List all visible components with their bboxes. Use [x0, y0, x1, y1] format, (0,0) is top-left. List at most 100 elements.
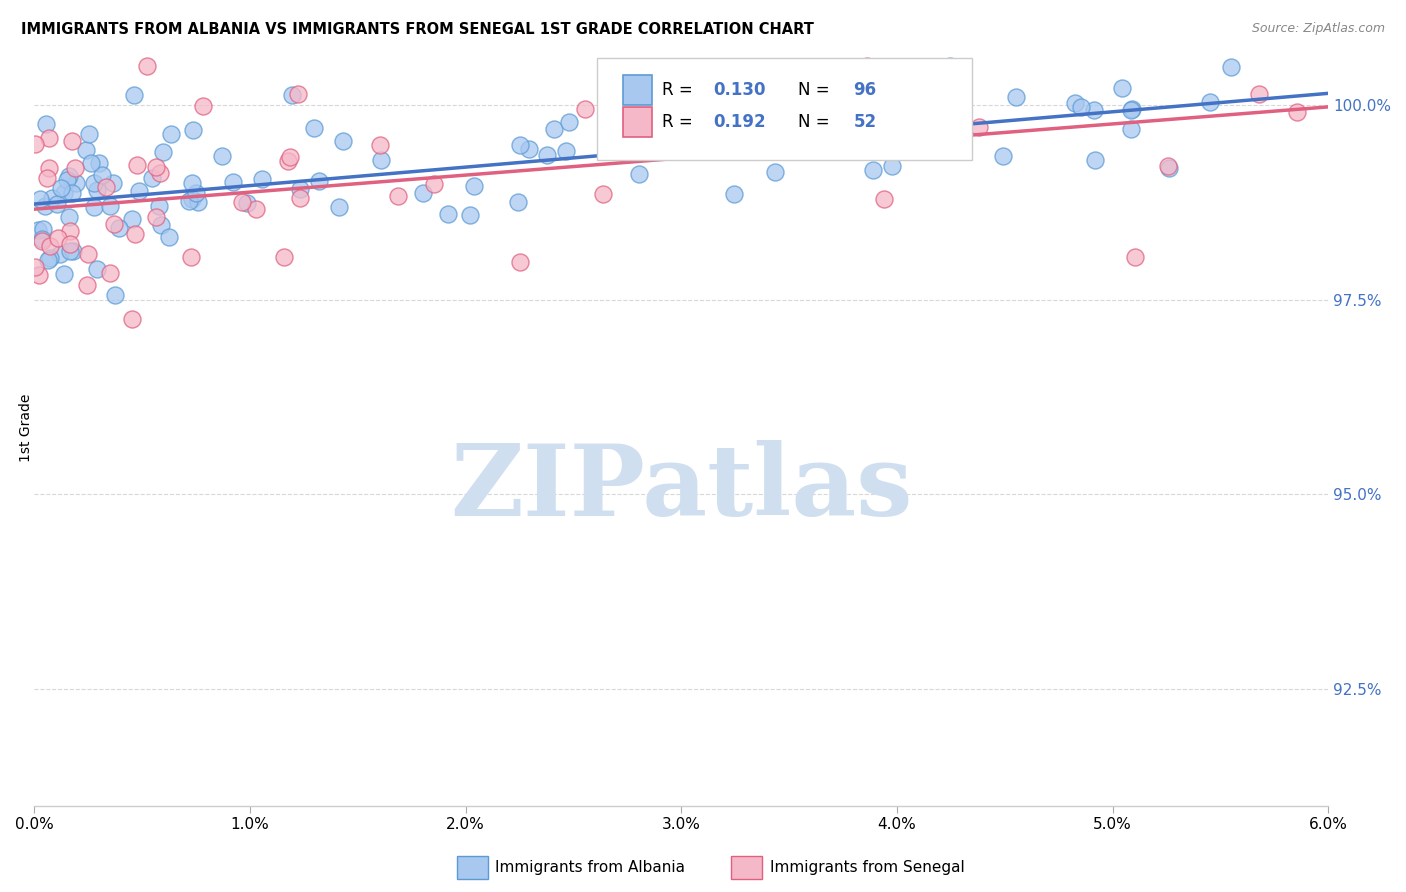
Text: 96: 96: [853, 81, 876, 99]
Text: Immigrants from Albania: Immigrants from Albania: [495, 861, 685, 875]
Point: [328, 200, 350, 214]
Point: [38, 239, 60, 253]
Point: [880, 86, 903, 100]
Text: Immigrants from Senegal: Immigrants from Senegal: [770, 861, 966, 875]
Point: [993, 149, 1015, 163]
Point: [332, 134, 354, 148]
Point: [856, 59, 879, 73]
Point: [52, 186, 75, 200]
Point: [45, 197, 67, 211]
Point: [27, 223, 49, 237]
Text: Source: ZipAtlas.com: Source: ZipAtlas.com: [1251, 22, 1385, 36]
Point: [31, 222, 53, 236]
Point: [98, 266, 121, 280]
Point: [281, 87, 304, 102]
Point: [1004, 90, 1026, 104]
Point: [1070, 100, 1092, 114]
Point: [103, 217, 125, 231]
Point: [28, 268, 51, 282]
Point: [121, 312, 143, 326]
Point: [1157, 160, 1180, 174]
Point: [181, 122, 204, 136]
Point: [509, 138, 531, 153]
Point: [87, 156, 110, 170]
Point: [770, 130, 793, 145]
Point: [1121, 102, 1143, 116]
Point: [1199, 95, 1222, 110]
Bar: [623, 107, 651, 137]
Point: [938, 59, 960, 73]
Point: [1119, 122, 1142, 136]
Point: [626, 125, 648, 139]
Point: [128, 184, 150, 198]
Text: ZIPatlas: ZIPatlas: [450, 440, 912, 537]
Point: [38, 131, 60, 145]
Point: [437, 207, 460, 221]
Point: [121, 211, 143, 226]
Point: [35, 171, 58, 186]
Point: [626, 118, 648, 132]
Point: [1084, 153, 1107, 167]
Point: [86, 261, 108, 276]
Point: [1123, 250, 1146, 264]
Point: [60, 186, 83, 201]
Point: [180, 177, 202, 191]
Point: [24, 260, 46, 274]
Point: [157, 229, 180, 244]
Point: [558, 115, 581, 129]
Point: [58, 210, 80, 224]
Point: [63, 161, 86, 176]
Point: [59, 224, 82, 238]
Point: [554, 144, 576, 158]
Text: 0.192: 0.192: [714, 113, 766, 131]
Point: [100, 198, 122, 212]
Point: [150, 218, 173, 232]
Point: [288, 190, 311, 204]
Point: [422, 177, 444, 191]
Point: [179, 194, 201, 208]
Point: [1111, 81, 1133, 95]
Point: [31, 232, 53, 246]
Point: [94, 180, 117, 194]
Point: [149, 166, 172, 180]
Text: R =: R =: [662, 113, 697, 131]
Point: [592, 186, 614, 201]
Point: [728, 84, 751, 98]
Point: [463, 179, 485, 194]
Point: [49, 246, 72, 260]
Point: [236, 196, 259, 211]
Point: [101, 176, 124, 190]
Point: [873, 192, 896, 206]
Point: [59, 244, 82, 258]
Point: [603, 109, 626, 123]
Point: [184, 186, 207, 201]
Point: [24, 137, 46, 152]
Point: [160, 127, 183, 141]
Point: [124, 227, 146, 241]
Point: [30, 193, 52, 207]
Point: [1286, 105, 1309, 120]
Text: R =: R =: [662, 81, 697, 99]
Point: [308, 174, 330, 188]
Point: [37, 253, 59, 268]
Point: [76, 246, 98, 260]
Point: [58, 169, 80, 183]
Text: 52: 52: [853, 113, 876, 131]
Text: N =: N =: [797, 81, 835, 99]
Text: N =: N =: [797, 113, 835, 131]
Y-axis label: 1st Grade: 1st Grade: [20, 394, 34, 462]
Point: [1249, 87, 1271, 101]
Point: [127, 158, 149, 172]
Point: [60, 134, 83, 148]
Point: [152, 145, 174, 159]
Point: [148, 199, 170, 213]
Point: [250, 171, 273, 186]
Point: [187, 194, 209, 209]
Point: [967, 120, 990, 135]
Point: [124, 88, 146, 103]
Point: [287, 87, 309, 102]
Point: [55, 173, 77, 187]
Point: [34, 199, 56, 213]
Point: [763, 164, 786, 178]
Point: [713, 132, 735, 146]
